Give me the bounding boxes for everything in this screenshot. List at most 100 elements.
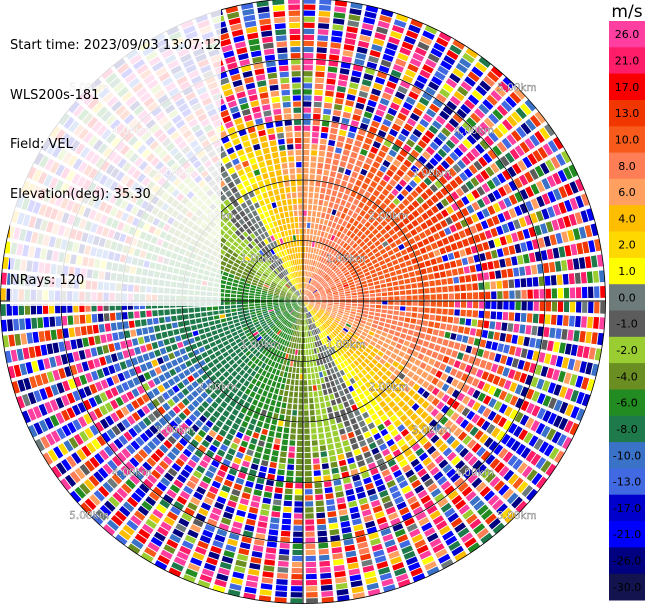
range-gate-cell xyxy=(163,439,173,449)
range-gate-cell xyxy=(346,321,353,326)
range-gate-cell xyxy=(310,416,316,422)
range-gate-cell xyxy=(191,380,199,389)
range-gate-cell xyxy=(377,256,384,262)
range-gate-cell xyxy=(332,276,338,281)
range-gate-cell xyxy=(388,365,396,373)
range-gate-cell xyxy=(429,466,440,476)
range-gate-cell xyxy=(550,275,557,286)
range-gate-cell xyxy=(349,377,356,385)
range-gate-cell xyxy=(290,586,303,592)
range-gate-cell xyxy=(123,370,131,380)
range-gate-cell xyxy=(289,385,294,391)
range-gate-cell xyxy=(370,269,376,274)
range-gate-cell xyxy=(182,308,188,314)
range-gate-cell xyxy=(339,515,349,522)
range-gate-cell xyxy=(409,501,421,511)
range-gate-cell xyxy=(441,383,450,392)
range-gate-cell xyxy=(459,317,466,325)
range-gate-cell xyxy=(299,386,303,392)
range-gate-cell xyxy=(190,496,201,506)
range-gate-cell xyxy=(437,476,448,486)
range-gate-cell xyxy=(325,493,334,500)
range-gate-cell xyxy=(331,547,343,554)
range-gate-cell xyxy=(415,407,424,416)
range-gate-cell xyxy=(298,301,303,304)
range-gate-cell xyxy=(295,465,303,471)
range-gate-cell xyxy=(95,509,108,521)
range-gate-cell xyxy=(399,311,405,316)
range-gate-cell xyxy=(553,415,563,428)
range-gate-cell xyxy=(303,46,314,53)
range-gate-cell xyxy=(13,318,20,331)
range-gate-cell xyxy=(369,49,381,58)
range-gate-cell xyxy=(401,41,414,51)
range-gate-cell xyxy=(487,192,496,203)
range-gate-cell xyxy=(258,375,265,382)
range-gate-cell xyxy=(321,212,326,219)
range-gate-cell xyxy=(459,362,467,371)
range-gate-cell xyxy=(86,442,97,454)
range-gate-cell xyxy=(303,301,308,305)
range-gate-cell xyxy=(114,342,121,351)
range-gate-cell xyxy=(273,355,278,362)
range-gate-cell xyxy=(537,326,544,337)
range-gate-cell xyxy=(479,339,487,348)
range-gate-cell xyxy=(108,496,120,508)
range-gate-cell xyxy=(400,306,406,311)
range-gate-cell xyxy=(303,298,309,301)
range-gate-cell xyxy=(421,522,433,532)
range-gate-cell xyxy=(277,313,283,318)
range-gate-cell xyxy=(255,380,262,387)
range-gate-cell xyxy=(382,354,389,361)
range-gate-cell xyxy=(475,126,486,137)
range-gate-cell xyxy=(212,584,226,594)
range-gate-cell xyxy=(310,343,313,349)
range-gate-cell xyxy=(353,227,360,235)
range-gate-cell xyxy=(212,439,221,448)
range-gate-cell xyxy=(345,426,353,433)
range-gate-cell xyxy=(355,340,362,346)
range-gate-cell xyxy=(347,412,355,419)
range-gate-cell xyxy=(419,118,430,128)
range-gate-cell xyxy=(405,408,414,417)
range-gate-cell xyxy=(519,372,528,384)
range-gate-cell xyxy=(557,301,564,312)
range-gate-cell xyxy=(208,320,215,326)
range-gate-cell xyxy=(451,545,464,557)
range-gate-cell xyxy=(393,369,401,376)
range-gate-cell xyxy=(491,341,499,351)
range-gate-cell xyxy=(293,343,297,349)
range-gate-cell xyxy=(381,469,391,477)
range-gate-cell xyxy=(273,295,279,298)
range-gate-cell xyxy=(539,289,545,299)
range-gate-cell xyxy=(505,333,512,343)
range-gate-cell xyxy=(351,443,359,450)
range-gate-cell xyxy=(318,17,330,23)
range-gate-cell xyxy=(517,255,524,265)
range-gate-cell xyxy=(358,420,366,428)
range-gate-cell xyxy=(411,479,422,489)
range-gate-cell xyxy=(316,360,320,366)
range-gate-cell xyxy=(332,386,338,393)
range-gate-cell xyxy=(407,423,416,432)
range-gate-cell xyxy=(145,496,157,507)
range-gate-cell xyxy=(381,264,388,270)
range-gate-cell xyxy=(297,299,303,301)
range-gate-cell xyxy=(320,333,324,339)
range-gate-cell xyxy=(318,326,323,332)
range-gate-cell xyxy=(434,438,444,448)
range-gate-cell xyxy=(287,328,291,334)
range-gate-cell xyxy=(313,101,322,108)
range-gate-cell xyxy=(438,31,452,42)
range-gate-cell xyxy=(210,325,216,331)
range-gate-cell xyxy=(379,97,390,106)
range-gate-cell xyxy=(321,463,329,470)
range-gate-cell xyxy=(306,277,308,283)
range-gate-cell xyxy=(345,222,352,229)
range-gate-cell xyxy=(343,401,350,408)
range-gate-cell xyxy=(564,199,573,212)
range-gate-cell xyxy=(270,324,276,329)
range-gate-cell xyxy=(303,296,307,301)
range-gate-cell xyxy=(564,388,574,401)
range-gate-cell xyxy=(473,234,481,243)
